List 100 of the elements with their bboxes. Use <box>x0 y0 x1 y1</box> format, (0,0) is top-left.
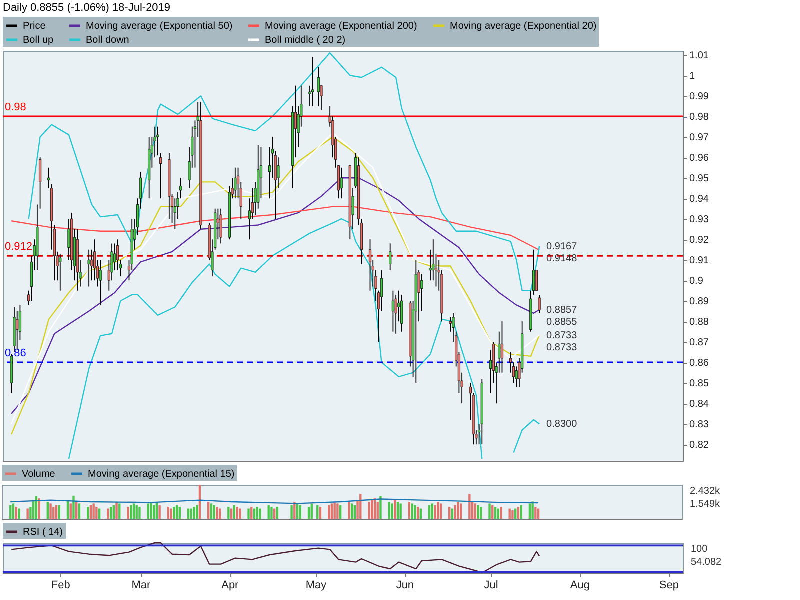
bar <box>190 508 192 519</box>
ref-line-label: 0.86 <box>5 348 26 360</box>
candlestick <box>39 157 42 210</box>
x-tick-label: Apr <box>222 580 240 592</box>
x-tick-label: Feb <box>51 580 70 592</box>
annotation: 0.8733 <box>546 330 578 342</box>
bar <box>411 504 414 519</box>
bar <box>434 505 436 519</box>
y-tick-label: 0.82 <box>690 440 710 452</box>
candlestick <box>500 321 504 374</box>
bar <box>236 507 238 519</box>
legend-label: Volume <box>22 469 56 480</box>
candlestick <box>99 260 102 306</box>
bar <box>437 502 440 519</box>
y-tick-label: 0.83 <box>690 420 710 431</box>
bar <box>520 505 522 519</box>
candlestick <box>88 249 90 288</box>
bar <box>500 507 502 519</box>
legend-label: Boll up <box>23 35 54 46</box>
candlestick <box>59 254 62 292</box>
bar <box>273 508 276 519</box>
bar <box>132 504 136 519</box>
legend-label: Price <box>23 21 46 32</box>
bar <box>176 505 178 519</box>
bar <box>336 504 339 519</box>
bar <box>58 505 60 519</box>
candlestick <box>368 239 372 292</box>
bar <box>396 502 400 519</box>
legend-label: RSI ( 14) <box>23 527 64 538</box>
candlestick <box>220 208 222 244</box>
bar <box>319 507 322 519</box>
annotation: 0.9148 <box>546 253 578 264</box>
legend-label: Boll middle ( 20 2) <box>265 35 346 46</box>
bar <box>152 505 156 519</box>
bar <box>310 504 313 519</box>
bar <box>147 504 150 519</box>
candlestick <box>234 167 237 200</box>
bar <box>213 505 216 519</box>
bar <box>46 502 49 519</box>
annotation: 0.9167 <box>546 241 578 252</box>
legend-label: Boll down <box>86 35 130 46</box>
bar <box>532 502 534 519</box>
bar <box>136 505 138 519</box>
annotation: 0.8300 <box>546 419 578 430</box>
candlestick <box>449 317 452 332</box>
bar <box>514 508 517 519</box>
bar <box>480 507 482 519</box>
candlestick <box>429 249 432 282</box>
y-tick-label: 0.97 <box>690 132 710 144</box>
y-tick-label: 0.95 <box>690 174 710 185</box>
x-tick-label: May <box>306 580 328 592</box>
chart-title: Daily 0.8855 (-1.06%) 18-Jul-2019 <box>3 2 171 14</box>
bar <box>96 507 98 519</box>
y-tick-label: 0.87 <box>690 338 710 349</box>
bar <box>107 508 110 519</box>
x-tick-label: Sep <box>659 580 679 592</box>
bar <box>72 496 75 519</box>
legend-label: Moving average (Exponential 20) <box>450 21 597 32</box>
bar <box>376 502 379 519</box>
y-tick-label: 0.91 <box>690 256 710 267</box>
candlestick <box>114 243 116 271</box>
bar <box>492 505 494 519</box>
y-tick-label: 0.94 <box>690 194 710 206</box>
bar <box>170 508 172 519</box>
y-tick-label: 0.99 <box>690 92 710 103</box>
y-tick-label: 0.88 <box>690 317 710 328</box>
candlestick <box>420 274 424 312</box>
bar <box>130 505 132 519</box>
bar <box>394 500 396 519</box>
x-tick-label: Mar <box>132 580 152 592</box>
bar <box>440 504 442 519</box>
candlestick <box>392 290 394 332</box>
bar <box>348 502 350 519</box>
bar <box>86 507 90 519</box>
annotation: 0.8857 <box>546 304 578 316</box>
ref-line-label: 0.912 <box>5 241 33 253</box>
bar <box>368 502 370 519</box>
bar <box>457 502 460 519</box>
y-tick-label: 0.98 <box>690 112 710 124</box>
bar <box>173 507 176 519</box>
bar <box>98 508 101 519</box>
bar <box>474 504 477 519</box>
bar <box>391 504 394 519</box>
bar <box>248 508 250 519</box>
legend-label: Moving average (Exponential 200) <box>265 21 418 32</box>
candlestick <box>317 66 320 107</box>
bar <box>12 504 15 519</box>
bar <box>26 508 29 519</box>
bar <box>316 505 319 519</box>
bar <box>431 504 434 519</box>
bar <box>420 508 422 519</box>
y-tick-label: 0.84 <box>690 399 710 410</box>
y-tick-label: 1 <box>690 71 696 82</box>
bar <box>110 507 112 519</box>
candlestick <box>389 243 392 271</box>
bar <box>477 505 480 519</box>
bar <box>167 507 170 519</box>
bar <box>388 502 390 519</box>
y-tick-label: 0.89 <box>690 296 710 308</box>
ref-line-label: 0.98 <box>5 102 26 114</box>
